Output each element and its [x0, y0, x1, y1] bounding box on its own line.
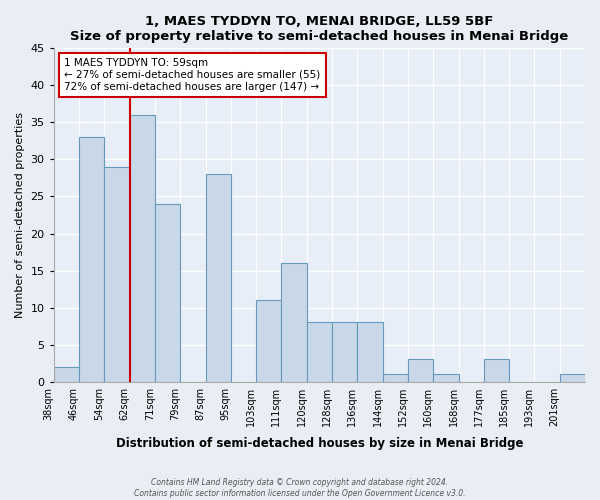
Bar [433, 374, 458, 382]
X-axis label: Distribution of semi-detached houses by size in Menai Bridge: Distribution of semi-detached houses by … [116, 437, 523, 450]
Y-axis label: Number of semi-detached properties: Number of semi-detached properties [15, 112, 25, 318]
Bar [256, 300, 281, 382]
Bar [155, 204, 180, 382]
Bar [408, 360, 433, 382]
Bar [560, 374, 585, 382]
Bar [206, 174, 231, 382]
Bar [79, 137, 104, 382]
Text: Contains HM Land Registry data © Crown copyright and database right 2024.
Contai: Contains HM Land Registry data © Crown c… [134, 478, 466, 498]
Bar [281, 263, 307, 382]
Bar [130, 115, 155, 382]
Bar [332, 322, 358, 382]
Bar [383, 374, 408, 382]
Bar [358, 322, 383, 382]
Text: 1 MAES TYDDYN TO: 59sqm
← 27% of semi-detached houses are smaller (55)
72% of se: 1 MAES TYDDYN TO: 59sqm ← 27% of semi-de… [64, 58, 320, 92]
Bar [484, 360, 509, 382]
Bar [307, 322, 332, 382]
Bar [104, 167, 130, 382]
Bar [54, 367, 79, 382]
Title: 1, MAES TYDDYN TO, MENAI BRIDGE, LL59 5BF
Size of property relative to semi-deta: 1, MAES TYDDYN TO, MENAI BRIDGE, LL59 5B… [70, 15, 568, 43]
